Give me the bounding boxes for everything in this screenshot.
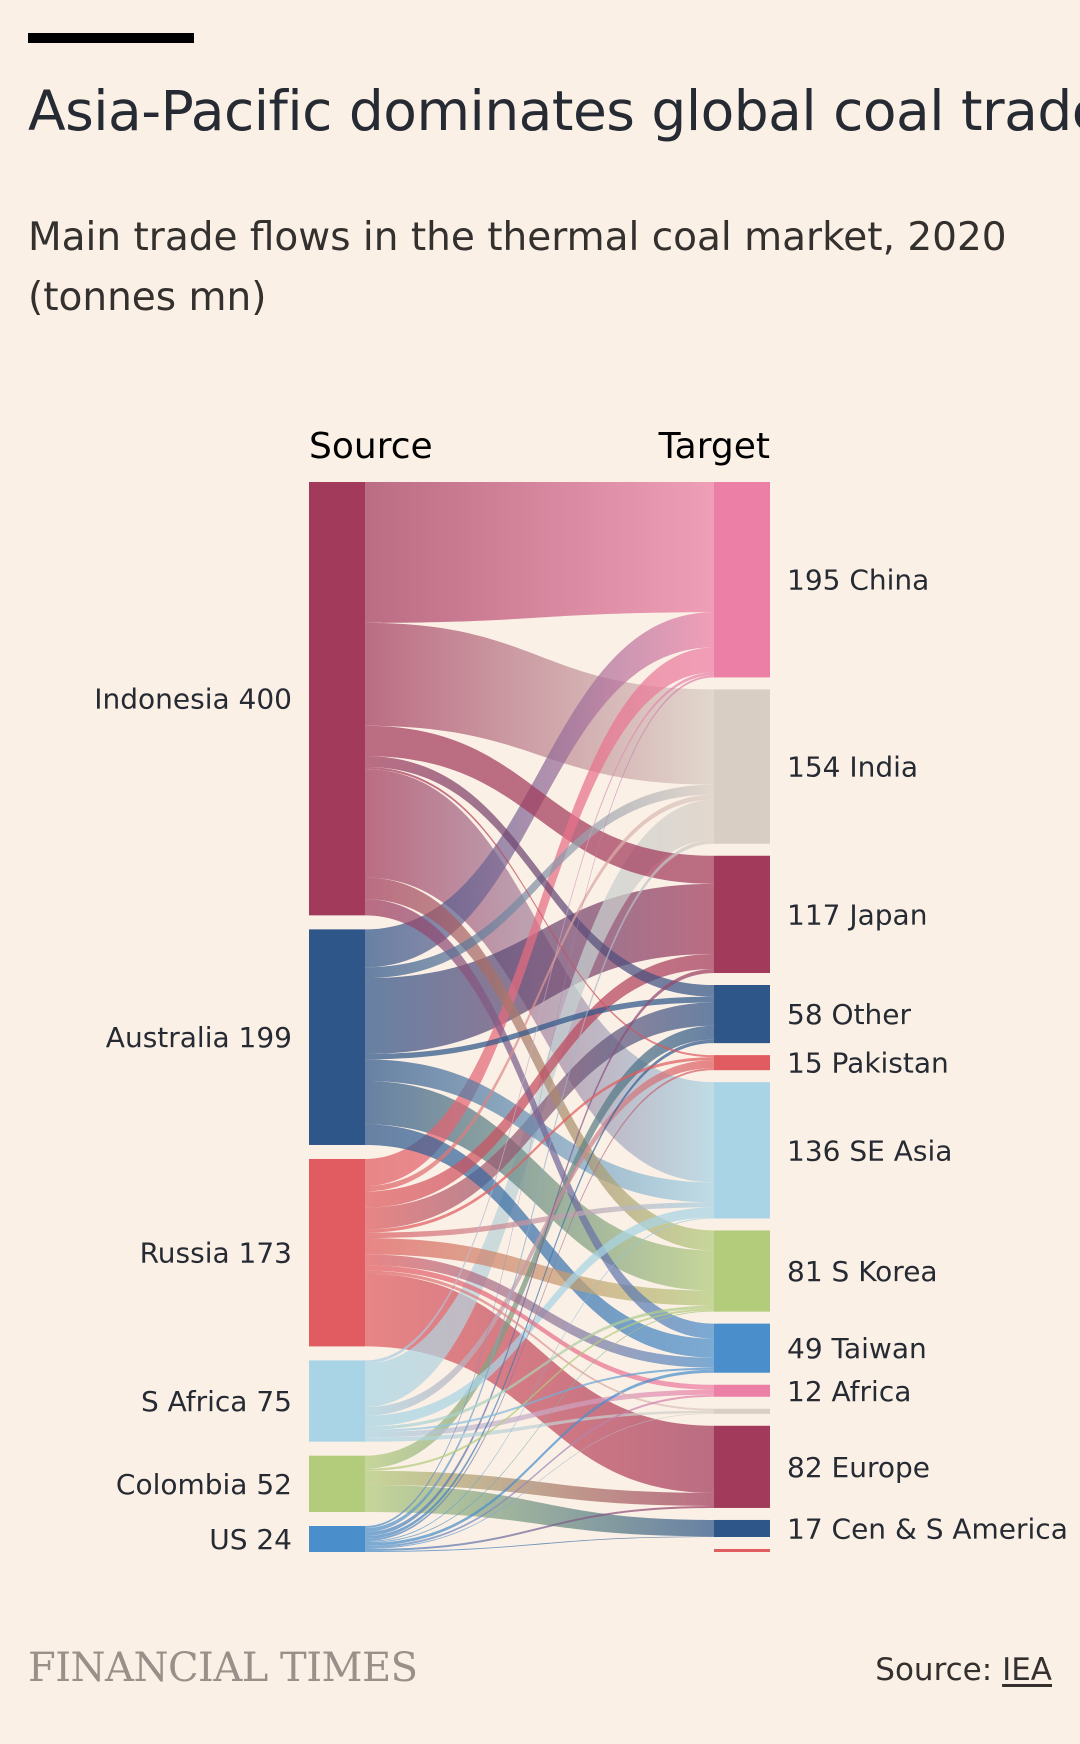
target-node-europe[interactable] [714, 1425, 770, 1508]
flow-indonesia-to-india[interactable] [365, 622, 714, 785]
flow-colombia-to-europe[interactable] [365, 1470, 714, 1506]
flow-russia-to-unlabelled[interactable] [365, 1270, 714, 1411]
target-node-africa[interactable] [714, 1384, 770, 1397]
flow-us-to-cen-s-america[interactable] [365, 1536, 714, 1552]
flow-us-to-unlabelled[interactable] [365, 1413, 714, 1549]
flow-colombia-to-other[interactable] [365, 1025, 714, 1469]
flow-russia-to-taiwan[interactable] [365, 1254, 714, 1368]
target-label-india: 154 India [787, 751, 918, 784]
flow-russia-to-pakistan[interactable] [365, 1057, 714, 1233]
flow-indonesia-to-japan[interactable] [365, 725, 714, 884]
target-label-s-korea: 81 S Korea [787, 1255, 938, 1288]
source-label-colombia: Colombia 52 [116, 1468, 292, 1501]
flow-us-to-pakistan[interactable] [365, 1068, 714, 1541]
flow-us-to-europe[interactable] [365, 1505, 714, 1551]
flow-s-africa-to-se-asia[interactable] [365, 1207, 714, 1427]
target-label-cen-s-america: 17 Cen & S America [787, 1512, 1068, 1545]
target-label-pakistan: 15 Pakistan [787, 1047, 949, 1080]
flow-us-to-japan[interactable] [365, 969, 714, 1536]
target-label-taiwan: 49 Taiwan [787, 1332, 927, 1365]
target-node-china[interactable] [714, 482, 770, 678]
target-node-s-korea[interactable] [714, 1230, 770, 1312]
flow-colombia-to-cen-s-america[interactable] [365, 1484, 714, 1537]
flow-russia-to-se-asia[interactable] [365, 1202, 714, 1239]
source-node-s-africa[interactable] [309, 1360, 365, 1442]
chart-subtitle: Main trade flows in the thermal coal mar… [28, 215, 1007, 320]
source-label-us: US 24 [209, 1523, 292, 1556]
flow-russia-to-japan[interactable] [365, 953, 714, 1208]
flow-russia-to-africa[interactable] [365, 1265, 714, 1390]
flow-colombia-to-s-korea[interactable] [365, 1308, 714, 1471]
flow-australia-to-china[interactable] [365, 612, 714, 968]
target-node-other[interactable] [714, 985, 770, 1044]
source-node-indonesia[interactable] [309, 482, 365, 916]
target-node-unlabelled-12[interactable] [714, 1548, 770, 1552]
flow-us-to-india[interactable] [365, 839, 714, 1532]
flow-us-to-s-korea[interactable] [365, 1310, 714, 1543]
brand-rule [28, 33, 194, 43]
flow-australia-to-other[interactable] [365, 996, 714, 1060]
source-note: Source: IEA [875, 1652, 1052, 1688]
source-label-australia: Australia 199 [106, 1021, 292, 1054]
target-node-cen-s-america[interactable] [714, 1519, 770, 1537]
target-node-india[interactable] [714, 689, 770, 844]
flow-russia-to-india[interactable] [365, 794, 714, 1192]
flow-indonesia-to-china[interactable] [365, 482, 714, 623]
target-node-pakistan[interactable] [714, 1055, 770, 1071]
target-label-china: 195 China [787, 564, 929, 597]
source-node-us[interactable] [309, 1525, 365, 1552]
target-node-unlabelled-9[interactable] [714, 1408, 770, 1414]
flow-s-africa-to-taiwan[interactable] [365, 1367, 714, 1432]
source-label-indonesia: Indonesia 400 [94, 683, 292, 716]
flow-s-africa-to-unlabelled[interactable] [365, 1410, 714, 1442]
flow-s-africa-to-india[interactable] [365, 799, 714, 1407]
flow-s-africa-to-africa[interactable] [365, 1389, 714, 1438]
flow-s-africa-to-china[interactable] [365, 672, 714, 1364]
source-prefix: Source: [875, 1652, 1003, 1688]
target-label-other: 58 Other [787, 998, 912, 1031]
flow-indonesia-to-s-korea[interactable] [365, 877, 714, 1251]
flow-us-to-africa[interactable] [365, 1394, 714, 1548]
target-node-japan[interactable] [714, 855, 770, 974]
source-heading: Source [309, 426, 433, 467]
target-node-se-asia[interactable] [714, 1082, 770, 1219]
target-label-japan: 117 Japan [787, 898, 927, 931]
source-link[interactable]: IEA [1002, 1652, 1052, 1688]
source-node-russia[interactable] [309, 1158, 365, 1347]
flow-australia-to-japan[interactable] [365, 883, 714, 1054]
flow-us-to-se-asia[interactable] [365, 1217, 714, 1542]
target-heading: Target [658, 426, 770, 467]
ft-logo: FINANCIAL TIMES [28, 1645, 418, 1691]
flow-us-to-taiwan[interactable] [365, 1369, 714, 1546]
target-node-taiwan[interactable] [714, 1323, 770, 1373]
flow-australia-to-se-asia[interactable] [365, 1059, 714, 1203]
flow-indonesia-to-pakistan[interactable] [365, 766, 714, 1058]
target-label-africa: 12 Africa [787, 1375, 911, 1408]
source-node-colombia[interactable] [309, 1455, 365, 1512]
target-label-se-asia: 136 SE Asia [787, 1134, 952, 1167]
source-label-russia: Russia 173 [140, 1237, 292, 1270]
flow-us-to-other[interactable] [365, 1039, 714, 1539]
target-label-europe: 82 Europe [787, 1451, 930, 1484]
flow-indonesia-to-other[interactable] [365, 756, 714, 997]
chart-title: Asia-Pacific dominates global coal trade [28, 79, 1080, 143]
flow-indonesia-to-taiwan[interactable] [365, 899, 714, 1339]
source-node-australia[interactable] [309, 929, 365, 1145]
flow-s-africa-to-s-korea[interactable] [365, 1305, 714, 1430]
flow-russia-to-china[interactable] [365, 647, 714, 1187]
flow-s-africa-to-pakistan[interactable] [365, 1060, 714, 1416]
flow-us-to-china[interactable] [365, 675, 714, 1528]
source-label-s-africa: S Africa 75 [141, 1385, 292, 1418]
